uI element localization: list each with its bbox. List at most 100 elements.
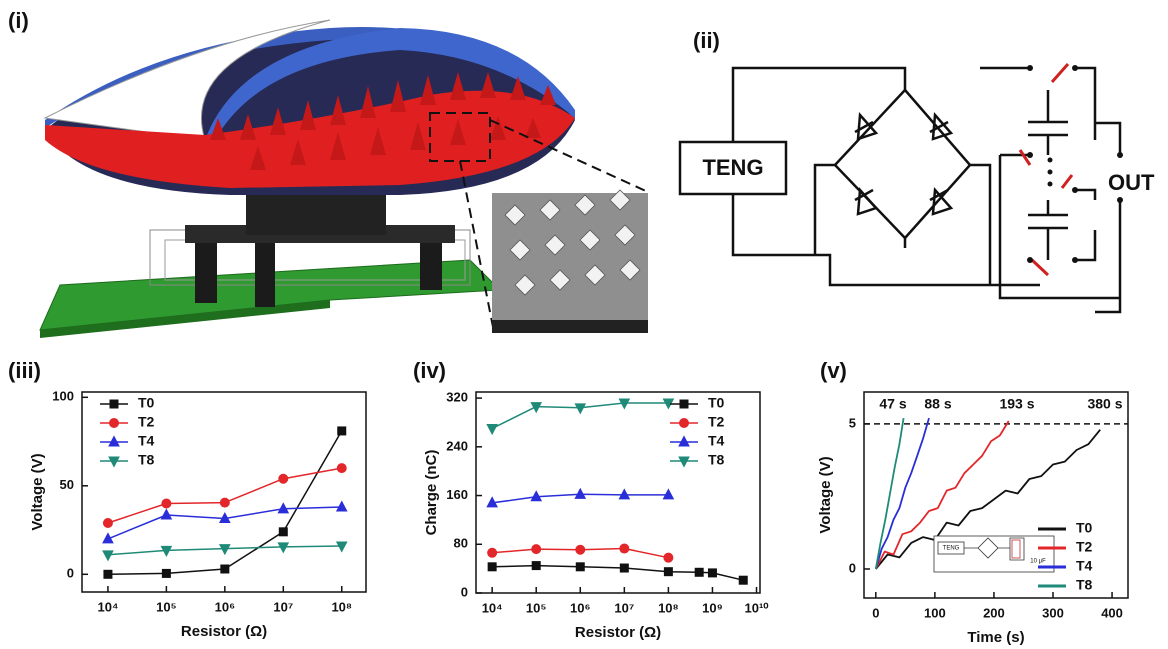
marker: [531, 561, 541, 571]
y-tick-label: 0: [849, 560, 856, 575]
x-tick-label: 10⁴: [97, 599, 118, 614]
marker: [335, 500, 348, 512]
panel-label: (v): [820, 358, 847, 383]
x-axis-label: Resistor (Ω): [575, 624, 661, 641]
x-axis-label: Resistor (Ω): [181, 623, 267, 640]
marker: [663, 552, 674, 563]
legend-label: T8: [138, 452, 155, 468]
inset-label: 10 μF: [1030, 559, 1046, 565]
y-tick-label: 240: [446, 438, 468, 453]
legend-label: T8: [708, 452, 725, 468]
circuit: TENG OUT: [678, 63, 1155, 314]
marker: [530, 490, 543, 502]
marker: [575, 544, 586, 555]
marker: [487, 547, 498, 558]
panel-label: (iii): [8, 358, 41, 383]
x-tick-label: 10⁵: [526, 600, 547, 615]
x-tick-label: 100: [924, 605, 946, 620]
marker: [219, 511, 231, 524]
x-tick-label: 10⁵: [156, 599, 177, 614]
inset-label: TENG: [943, 546, 960, 552]
marker: [694, 567, 704, 577]
series-line: [492, 564, 744, 581]
marker: [278, 473, 289, 484]
y-tick-label: 0: [67, 566, 74, 581]
marker: [531, 544, 542, 555]
marker: [618, 398, 631, 410]
marker: [161, 498, 172, 509]
legend-label: T0: [1076, 520, 1093, 536]
marker: [530, 402, 543, 414]
marker: [160, 508, 173, 520]
y-tick-label: 80: [454, 536, 468, 551]
x-tick-label: 10⁸: [331, 599, 352, 614]
series-line: [875, 429, 1101, 570]
series-line: [874, 420, 1010, 570]
marker: [707, 568, 717, 578]
marker: [336, 463, 347, 474]
marker: [220, 564, 230, 574]
legend-label: T4: [138, 433, 155, 449]
marker: [219, 497, 230, 508]
plot-frame: [863, 391, 1129, 599]
series-line: [874, 417, 930, 570]
y-tick-label: 320: [446, 390, 468, 405]
marker: [160, 545, 173, 557]
marker: [277, 502, 290, 514]
marker: [574, 403, 587, 415]
plot-frame: [475, 391, 761, 594]
legend-marker: [108, 435, 120, 447]
y-axis-label: Voltage (V): [29, 453, 46, 530]
legend-marker: [679, 418, 689, 428]
series-line: [874, 417, 905, 570]
teng-label: TENG: [702, 155, 763, 180]
x-tick-label: 0: [872, 605, 879, 620]
x-tick-label: 200: [983, 605, 1005, 620]
out-label: OUT: [1108, 170, 1155, 195]
x-tick-label: 10⁶: [570, 600, 590, 615]
marker: [161, 568, 171, 578]
annotation: 380 s: [1087, 396, 1122, 412]
inset-cap: [1011, 539, 1021, 559]
marker: [486, 424, 498, 436]
y-tick-label: 100: [52, 389, 74, 404]
legend-marker: [109, 418, 119, 428]
legend-label: T2: [1076, 539, 1093, 555]
teng-box: [678, 140, 788, 196]
legend-marker: [678, 456, 690, 468]
y-tick-label: 0: [461, 584, 468, 599]
marker: [219, 544, 231, 556]
marker: [662, 488, 675, 500]
legend-label: T2: [138, 414, 155, 430]
plot-frame: [81, 391, 367, 593]
y-axis-label: Voltage (V): [817, 456, 834, 533]
annotation: 193 s: [999, 396, 1034, 412]
marker: [486, 496, 498, 508]
legend-marker: [679, 399, 689, 409]
legend-label: T4: [708, 433, 725, 449]
legend-marker: [109, 399, 119, 409]
y-tick-label: 160: [446, 487, 468, 502]
device-render: [39, 19, 649, 338]
panel-label: (i): [8, 8, 29, 33]
legend-label: T0: [138, 395, 155, 411]
x-tick-label: 10⁸: [658, 600, 679, 615]
marker: [277, 542, 290, 554]
x-tick-label: 10⁴: [482, 600, 503, 615]
marker: [487, 562, 497, 572]
marker: [102, 532, 114, 544]
inset-bridge: [964, 537, 1025, 561]
marker: [663, 567, 673, 577]
x-tick-label: 10¹⁰: [745, 600, 770, 615]
y-tick-label: 5: [849, 415, 856, 430]
legend-label: T0: [708, 395, 725, 411]
marker: [738, 575, 748, 585]
marker: [337, 426, 347, 436]
marker: [335, 541, 348, 553]
marker: [575, 562, 585, 572]
panel-label: (ii): [693, 28, 720, 53]
marker: [102, 517, 113, 528]
x-axis-label: Time (s): [967, 629, 1024, 646]
marker: [619, 543, 630, 554]
